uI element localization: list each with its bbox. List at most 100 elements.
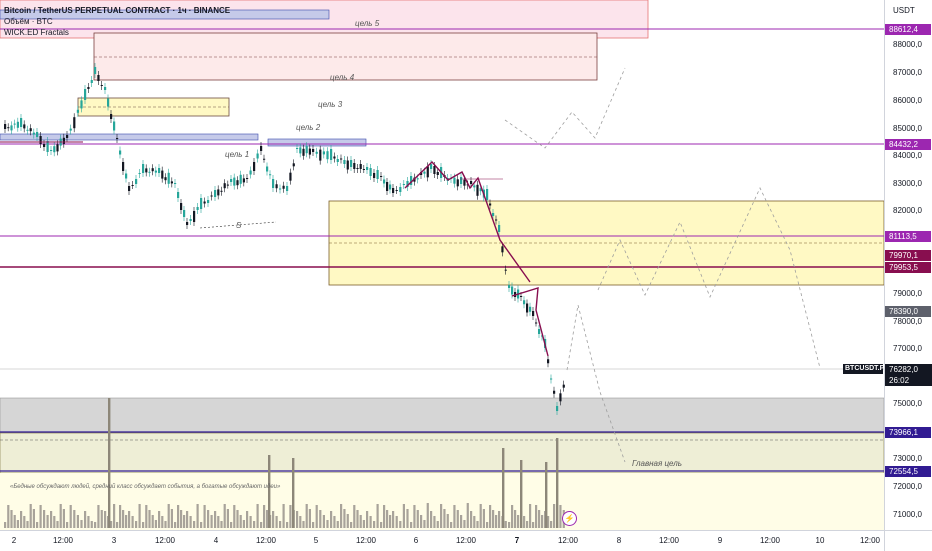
candle-body — [29, 128, 32, 132]
volume-bar — [177, 505, 180, 528]
candle-body — [189, 219, 192, 221]
price-tick: 73000,0 — [893, 454, 922, 463]
candle-body — [62, 137, 65, 144]
candle-body — [511, 286, 514, 295]
candle-body — [20, 118, 23, 127]
price-axis[interactable]: USDT 88000,0 87000,0 86000,0 85000,0 840… — [884, 0, 932, 530]
chart-legend[interactable]: Bitcoin / TetherUS PERPETUAL CONTRACT · … — [4, 5, 230, 38]
price-flag[interactable]: 79970,1 — [885, 250, 931, 261]
volume-bar — [145, 505, 148, 528]
volume-bar — [100, 510, 103, 528]
currency-label[interactable]: USDT — [893, 6, 915, 15]
volume-bars — [4, 398, 565, 528]
candle-body — [269, 174, 272, 176]
candle-body — [362, 169, 365, 170]
candle-body — [177, 192, 180, 198]
volume-bar — [66, 522, 69, 528]
candle-body — [236, 180, 239, 186]
candle-body — [550, 378, 553, 380]
volume-bar — [266, 510, 269, 528]
volume-bar — [174, 522, 177, 528]
volume-bar — [511, 505, 514, 528]
volume-bar — [430, 511, 433, 528]
current-price-value: 76282,0 — [889, 365, 918, 374]
volume-bar — [486, 522, 489, 528]
time-tick: 10 — [815, 536, 825, 545]
candle-body — [473, 185, 476, 188]
volume-bar — [529, 504, 532, 528]
price-chart[interactable] — [0, 0, 884, 530]
candle-body — [200, 198, 203, 209]
volume-bar — [333, 516, 336, 528]
candle-body — [145, 168, 148, 173]
chart-area[interactable]: цель 5 цель 4 цель 3 цель 2 цель 1 S Гла… — [0, 0, 884, 530]
volume-bar — [220, 521, 223, 528]
volume-bar — [263, 505, 266, 528]
candle-body — [556, 406, 559, 411]
volume-bar — [87, 516, 90, 528]
price-flag[interactable]: 81113,5 — [885, 231, 931, 242]
legend-indicator[interactable]: WICK.ED Fractals — [4, 28, 69, 37]
volume-bar — [76, 515, 79, 528]
candle-body — [186, 222, 189, 225]
current-price-flag[interactable]: 76282,0 26:02 — [885, 364, 932, 386]
candle-body — [23, 124, 26, 129]
price-flag[interactable]: 79953,5 — [885, 262, 931, 273]
candle-body — [286, 186, 289, 191]
volume-bar — [296, 511, 299, 528]
price-flag[interactable]: 84432,2 — [885, 139, 931, 150]
candle-body — [151, 168, 154, 172]
candle-body — [470, 181, 473, 184]
volume-bar — [416, 510, 419, 528]
volume-bar — [305, 504, 308, 528]
price-flag[interactable]: 78390,0 — [885, 306, 931, 317]
candle-body — [315, 151, 318, 154]
candle-body — [50, 150, 53, 151]
price-tick: 86000,0 — [893, 96, 922, 105]
time-tick: 3 — [111, 536, 117, 545]
legend-volume[interactable]: Объём · BTC — [4, 17, 53, 26]
volume-bar — [473, 516, 476, 528]
time-tick: 7 — [514, 536, 520, 545]
lightning-icon[interactable]: ⚡ — [562, 511, 577, 526]
volume-bar — [128, 511, 131, 528]
volume-bar — [242, 520, 245, 528]
candle-body — [100, 85, 103, 86]
candle-body — [43, 144, 46, 147]
volume-bar — [366, 511, 369, 528]
volume-bar — [359, 515, 362, 528]
volume-bar — [236, 510, 239, 528]
candle-body — [10, 125, 13, 131]
volume-bar — [446, 514, 449, 528]
candle-body — [249, 170, 252, 175]
candle-body — [239, 174, 242, 184]
candle-body — [553, 390, 556, 394]
candle-body — [346, 160, 349, 170]
candle-body — [333, 156, 336, 159]
candle-body — [263, 158, 266, 160]
volume-bar-spike — [556, 438, 559, 528]
volume-bar — [547, 516, 550, 528]
price-flag[interactable]: 88612,4 — [885, 24, 931, 35]
axis-corner[interactable] — [884, 530, 932, 551]
volume-bar-spike — [520, 460, 523, 528]
price-flag[interactable]: 73966,1 — [885, 427, 931, 438]
candle-body — [266, 166, 269, 172]
volume-bar-spike — [292, 458, 295, 528]
volume-bar — [138, 504, 141, 528]
time-axis[interactable]: 2 12:00 3 12:00 4 12:00 5 12:00 6 12:00 7 12:00 8 12:… — [0, 530, 884, 551]
volume-bar — [207, 510, 210, 528]
price-tick: 72000,0 — [893, 482, 922, 491]
candle-body — [456, 179, 459, 187]
legend-symbol[interactable]: Bitcoin / TetherUS PERPETUAL CONTRACT · … — [4, 6, 231, 15]
volume-bar — [23, 516, 26, 528]
volume-bar-spike — [502, 448, 505, 528]
candle-body — [410, 176, 413, 185]
candle-body — [13, 123, 16, 125]
candle-body — [170, 181, 173, 184]
volume-bar — [453, 505, 456, 528]
candle-body — [226, 184, 229, 186]
volume-bar — [203, 505, 206, 528]
candle-body — [489, 203, 492, 206]
price-flag[interactable]: 72554,5 — [885, 466, 931, 477]
